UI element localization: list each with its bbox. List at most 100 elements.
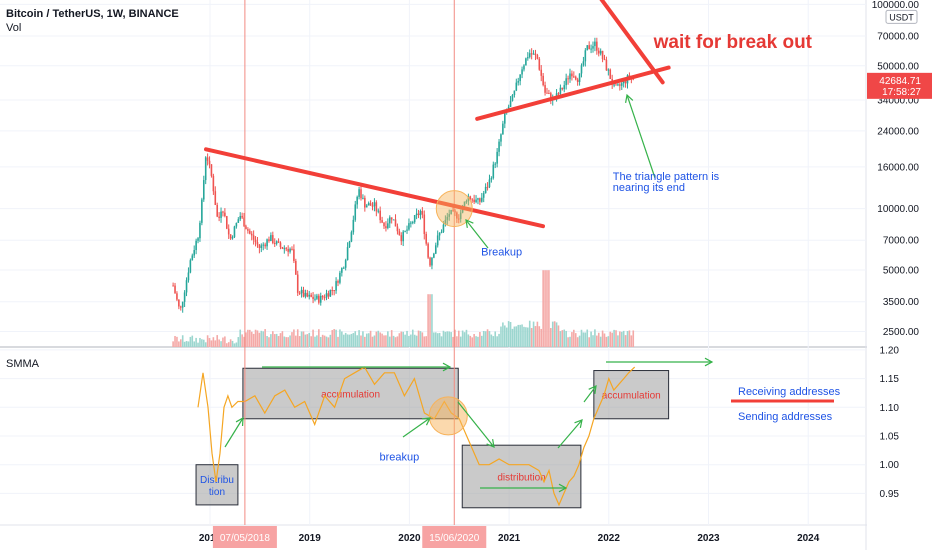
volume-bar xyxy=(235,342,238,347)
candle-body xyxy=(488,179,491,188)
volume-bar xyxy=(580,329,583,347)
candle-body xyxy=(456,212,458,219)
volume-bar xyxy=(174,336,176,347)
volume-bar xyxy=(306,334,309,347)
volume-bar xyxy=(498,333,500,347)
candle-body xyxy=(197,238,199,241)
candle-body xyxy=(471,199,474,201)
volume-bar xyxy=(615,330,617,347)
volume-bar xyxy=(233,343,236,347)
volume-label: Vol xyxy=(6,22,22,34)
volume-bar xyxy=(199,337,201,347)
candle-body xyxy=(266,239,268,247)
candle-body xyxy=(429,257,431,266)
candle-body xyxy=(594,41,596,47)
volume-bar xyxy=(392,335,395,347)
volume-bar xyxy=(605,336,608,347)
breakout-circle xyxy=(428,396,468,436)
volume-bar xyxy=(293,329,295,347)
volume-bar xyxy=(574,333,577,347)
volume-bar xyxy=(346,334,349,347)
date-marker-label: 07/05/2018 xyxy=(220,533,270,544)
volume-bar xyxy=(480,335,483,347)
volume-bar xyxy=(573,329,575,347)
volume-bar xyxy=(517,324,520,347)
candle-body xyxy=(348,241,351,248)
volume-bar xyxy=(588,337,590,347)
candle-body xyxy=(227,228,230,235)
candle-body xyxy=(329,290,332,297)
volume-bar xyxy=(283,336,286,347)
volume-bar xyxy=(227,342,230,347)
green-arrow-head xyxy=(588,384,597,395)
volume-bar xyxy=(404,334,406,347)
volume-bar xyxy=(325,336,328,347)
candle-body xyxy=(457,218,460,220)
last-price-tag xyxy=(867,72,932,99)
volume-bar xyxy=(342,334,345,347)
volume-bar xyxy=(509,322,512,347)
volume-bar xyxy=(511,328,514,347)
volume-bar xyxy=(327,337,330,347)
candle-body xyxy=(385,226,387,229)
candle-body xyxy=(567,78,569,80)
candle-body xyxy=(318,295,320,303)
volume-bar xyxy=(515,326,518,347)
volume-bar xyxy=(254,329,257,347)
volume-bar xyxy=(268,337,270,347)
volume-bar xyxy=(172,341,174,347)
volume-bar xyxy=(252,333,255,347)
candle-body xyxy=(176,293,178,300)
candle-body xyxy=(406,229,408,231)
candle-body xyxy=(596,41,598,51)
volume-bar xyxy=(567,337,569,347)
candle-body xyxy=(300,289,303,294)
volume-bar xyxy=(260,330,263,347)
candle-body xyxy=(256,242,259,245)
chart-annotation: breakup xyxy=(379,452,419,464)
chart-annotation: The triangle pattern is xyxy=(613,171,720,183)
candle-body xyxy=(425,234,427,244)
volume-bar xyxy=(492,336,495,347)
volume-bar xyxy=(224,336,226,347)
candle-body xyxy=(559,87,562,94)
candle-body xyxy=(241,215,243,218)
candle-body xyxy=(321,295,324,298)
phase-box-label: Distribu xyxy=(200,475,234,486)
candle-body xyxy=(496,151,498,164)
candle-body xyxy=(546,92,548,94)
volume-bar xyxy=(239,329,242,347)
candle-body xyxy=(590,48,592,50)
candle-body xyxy=(511,95,514,101)
candle-body xyxy=(479,198,481,202)
candle-body xyxy=(264,244,266,247)
candle-body xyxy=(295,260,297,275)
candle-body xyxy=(419,210,422,216)
volume-bar xyxy=(555,322,558,347)
candle-body xyxy=(444,219,447,225)
candle-body xyxy=(268,239,270,242)
candle-body xyxy=(417,213,420,216)
candle-body xyxy=(392,219,395,221)
candle-body xyxy=(291,248,293,250)
volume-bar xyxy=(339,329,341,347)
candle-body xyxy=(344,260,347,268)
price-tick-label: 10000.00 xyxy=(877,204,919,215)
candle-body xyxy=(442,224,445,232)
volume-bar xyxy=(350,333,353,347)
candle-body xyxy=(212,175,215,192)
time-tick-label: 2021 xyxy=(498,533,521,544)
candle-body xyxy=(513,90,516,96)
volume-bar xyxy=(400,331,403,347)
volume-bar xyxy=(214,340,217,347)
volume-bar xyxy=(488,331,491,347)
candle-body xyxy=(358,189,360,197)
candle-body xyxy=(195,240,197,251)
candle-body xyxy=(181,301,184,308)
volume-bar xyxy=(277,336,280,347)
candle-body xyxy=(222,211,224,213)
candle-body xyxy=(210,164,213,176)
volume-bar xyxy=(433,332,435,347)
price-tick-label: 16000.00 xyxy=(877,162,919,173)
